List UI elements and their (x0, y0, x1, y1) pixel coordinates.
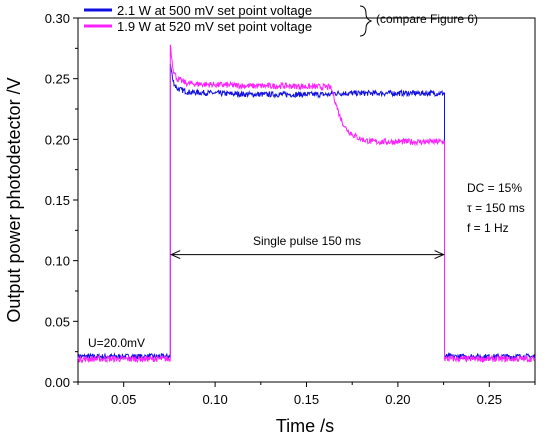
x-tick-label: 0.10 (202, 392, 227, 407)
x-tick-label: 0.25 (477, 392, 502, 407)
legend-label-1: 2.1 W at 500 mV set point voltage (117, 3, 312, 18)
pulse-label: Single pulse 150 ms (253, 234, 361, 248)
series-line-2 (77, 44, 536, 364)
pulse-arrow-head-right (434, 250, 445, 260)
y-tick-label: 0.05 (45, 314, 70, 329)
baseline-label: U=20.0mV (88, 336, 145, 350)
param-tau: τ = 150 ms (467, 201, 525, 215)
plot-frame (77, 17, 536, 383)
y-axis-label: Output power photodetector /V (4, 77, 24, 322)
param-f: f = 1 Hz (467, 221, 509, 235)
legend-note: (compare Figure 6) (376, 12, 478, 26)
x-tick-label: 0.15 (294, 392, 319, 407)
legend-label-2: 1.9 W at 520 mV set point voltage (117, 19, 312, 34)
y-tick-label: 0.10 (45, 254, 70, 269)
x-tick-label: 0.05 (111, 392, 136, 407)
annotations: Time /s Output power photodetector /V (c… (4, 3, 525, 436)
x-tick-label: 0.20 (385, 392, 410, 407)
series-layer (77, 44, 536, 364)
pulse-arrow-head-left (169, 250, 181, 260)
legend-brace (359, 5, 373, 37)
param-dc: DC = 15% (467, 181, 522, 195)
axes: 0.05 0.10 0.15 0.20 0.25 0.00 0.05 0.10 0.15 0.20… (45, 11, 536, 407)
x-axis-label: Time /s (276, 416, 334, 436)
pulse-arrow (169, 250, 445, 260)
y-tick-label: 0.20 (45, 132, 70, 147)
y-tick-label: 0.30 (45, 11, 70, 26)
y-tick-label: 0.25 (45, 72, 70, 87)
series-line-1 (77, 64, 536, 361)
y-tick-label: 0.15 (45, 193, 70, 208)
y-tick-label: 0.00 (45, 375, 70, 390)
